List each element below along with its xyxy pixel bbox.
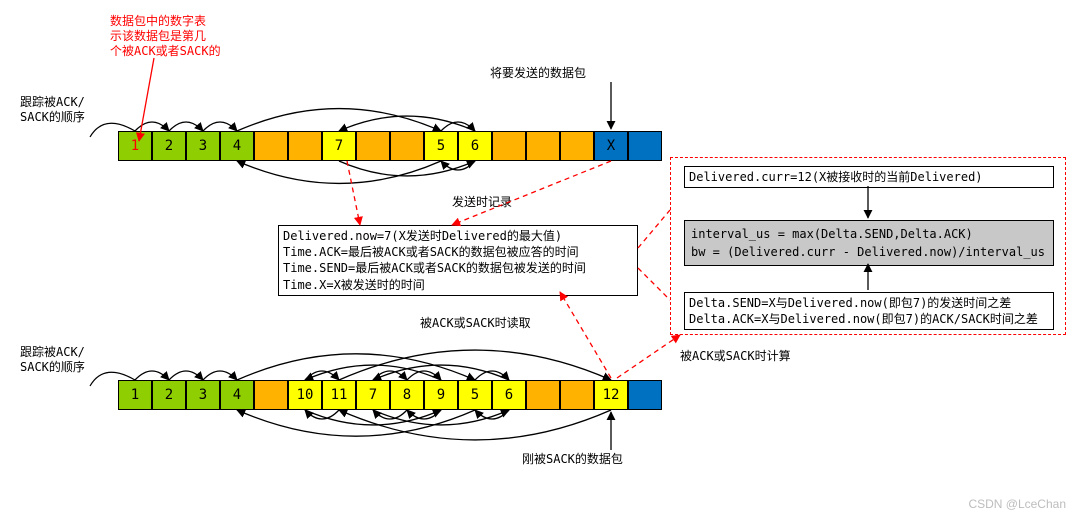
- packet-cell: 10: [288, 380, 322, 410]
- packet-cell-label: [629, 132, 661, 160]
- packet-cell: 6: [458, 131, 492, 161]
- packet-cell-label: [493, 132, 525, 160]
- packet-cell-label: [561, 132, 593, 160]
- packet-cell-label: 8: [391, 381, 423, 409]
- packet-cell-label: 2: [153, 132, 185, 160]
- packet-cell-label: [255, 132, 287, 160]
- packet-cell-label: 3: [187, 381, 219, 409]
- packet-cell-label: 1: [119, 132, 151, 160]
- packet-cell: [526, 380, 560, 410]
- note-track-2: 跟踪被ACK/ SACK的顺序: [20, 345, 85, 375]
- note-tosend: 将要发送的数据包: [490, 66, 586, 81]
- packet-cell-label: 2: [153, 381, 185, 409]
- packet-cell: 11: [322, 380, 356, 410]
- packet-cell-label: X: [595, 132, 627, 160]
- packet-cell-label: 6: [459, 132, 491, 160]
- watermark: CSDN @LceChan: [968, 497, 1066, 511]
- center-info-box: Delivered.now=7(X发送时Delivered的最大值) Time.…: [278, 225, 638, 296]
- packet-cell: 8: [390, 380, 424, 410]
- packet-cell-label: 3: [187, 132, 219, 160]
- packet-cell: 2: [152, 380, 186, 410]
- right-box-top: Delivered.curr=12(X被接收时的当前Delivered): [684, 166, 1054, 188]
- packet-cell-label: 7: [357, 381, 389, 409]
- packet-cell: 2: [152, 131, 186, 161]
- packet-cell: 3: [186, 380, 220, 410]
- packet-cell-label: [255, 381, 287, 409]
- packet-cell: [390, 131, 424, 161]
- packet-cell: 1: [118, 380, 152, 410]
- packet-cell: 4: [220, 380, 254, 410]
- packet-cell: [492, 131, 526, 161]
- packet-cell-label: 4: [221, 132, 253, 160]
- packet-cell-label: 4: [221, 381, 253, 409]
- packet-cell: [560, 131, 594, 161]
- packet-cell: [560, 380, 594, 410]
- packet-cell-label: [391, 132, 423, 160]
- packet-cell: 5: [424, 131, 458, 161]
- packet-cell: 6: [492, 380, 526, 410]
- note-send-record: 发送时记录: [452, 195, 512, 210]
- packet-cell-label: 9: [425, 381, 457, 409]
- packet-cell: 1: [118, 131, 152, 161]
- packet-cell-label: 5: [425, 132, 457, 160]
- note-track-1: 跟踪被ACK/ SACK的顺序: [20, 95, 85, 125]
- packet-cell-label: [357, 132, 389, 160]
- packet-cell: [254, 131, 288, 161]
- packet-cell-label: 11: [323, 381, 355, 409]
- note-read-on-ack: 被ACK或SACK时读取: [420, 316, 531, 331]
- packet-cell-label: [561, 381, 593, 409]
- packet-cell: [628, 131, 662, 161]
- packet-cell: 7: [322, 131, 356, 161]
- packet-cell-label: [527, 132, 559, 160]
- packet-cell: 12: [594, 380, 628, 410]
- packet-cell: 5: [458, 380, 492, 410]
- right-box-mid: interval_us = max(Delta.SEND,Delta.ACK) …: [684, 220, 1054, 266]
- packet-cell-label: 1: [119, 381, 151, 409]
- packet-cell: [288, 131, 322, 161]
- note-calc-on-ack: 被ACK或SACK时计算: [680, 349, 791, 364]
- packet-cell: 9: [424, 380, 458, 410]
- packet-cell-label: [289, 132, 321, 160]
- packet-cell-label: 12: [595, 381, 627, 409]
- packet-cell-label: [527, 381, 559, 409]
- packet-cell: [628, 380, 662, 410]
- packet-cell: 4: [220, 131, 254, 161]
- packet-cell-label: 5: [459, 381, 491, 409]
- packet-cell: [526, 131, 560, 161]
- packet-cell-label: 7: [323, 132, 355, 160]
- packet-cell: X: [594, 131, 628, 161]
- note-red: 数据包中的数字表 示该数据包是第几 个被ACK或者SACK的: [110, 14, 221, 59]
- packet-cell: 7: [356, 380, 390, 410]
- packet-cell: [254, 380, 288, 410]
- packet-cell: [356, 131, 390, 161]
- packet-cell-label: 6: [493, 381, 525, 409]
- packet-cell-label: 10: [289, 381, 321, 409]
- packet-cell: 3: [186, 131, 220, 161]
- right-box-bot: Delta.SEND=X与Delivered.now(即包7)的发送时间之差 D…: [684, 292, 1054, 330]
- packet-cell-label: [629, 381, 661, 409]
- note-just-sacked: 刚被SACK的数据包: [522, 452, 623, 467]
